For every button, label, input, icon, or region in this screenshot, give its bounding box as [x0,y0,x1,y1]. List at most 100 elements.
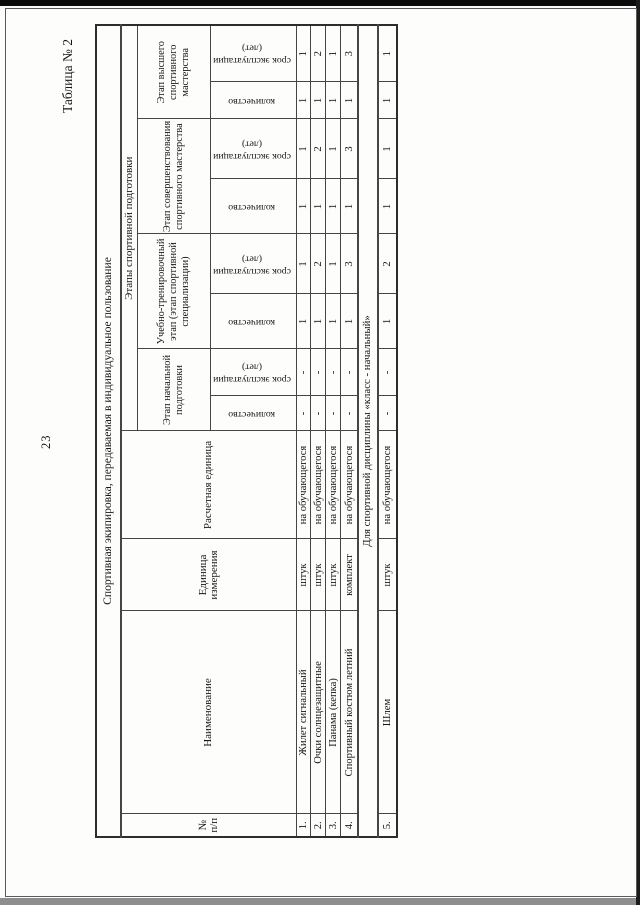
term-header: срок эксплуатации (лет) [210,24,297,82]
col-header-calc-unit: Расчетная единица [121,431,297,539]
value-cell: 1 [310,82,326,119]
value-cell: 1 [296,234,311,294]
value-cell: 1 [296,294,311,349]
value-cell: 1 [296,24,311,82]
section-row: Для спортивной дисциплины «класс - начал… [358,24,379,837]
row-name-cell: Шлем [378,611,398,814]
value-cell: 2 [310,119,326,179]
value-cell: 1 [296,119,311,179]
col-header-name: Наименование [121,611,297,814]
value-cell: - [340,396,359,431]
row-calc-unit-cell: на обучающегося [378,431,398,539]
row-calc-unit-cell: на обучающегося [310,431,326,539]
row-unit-cell: штук [296,539,311,611]
qty-header: количество [210,82,297,119]
table-row: 3. Панама (кепка) штук на обучающегося -… [325,24,341,837]
row-calc-unit-cell: на обучающегося [340,431,359,539]
qty-header: количество [210,396,297,431]
table-caption: Таблица № 2 [60,39,75,113]
row-num-cell: 1. [296,814,311,837]
stages-title-cell: Этапы спортивной подготовки [121,24,138,431]
row-name-cell: Очки солнцезащитные [310,611,326,814]
page-number: 23 [39,434,53,450]
value-cell: - [296,396,311,431]
term-header: срок эксплуатации (лет) [210,349,297,396]
row-num-cell: 3. [325,814,341,837]
value-cell: - [378,396,398,431]
section-row-label: Для спортивной дисциплины «класс - начал… [358,24,379,837]
value-cell: - [310,349,326,396]
value-cell: 1 [378,24,398,82]
row-num-cell: 5. [378,814,398,837]
qty-header-label: количество [228,316,276,328]
value-cell: 2 [310,24,326,82]
value-cell: 1 [325,119,341,179]
stage-header-highest: Этап высшего спортивного мастерства [137,24,211,119]
row-unit-cell: штук [378,539,398,611]
term-header-label: срок эксплуатации (лет) [213,253,291,277]
row-unit-cell: штук [310,539,326,611]
term-header: срок эксплуатации (лет) [210,119,297,179]
value-cell: 3 [340,234,359,294]
value-cell: - [378,349,398,396]
stage-header-improvement: Этап совершенствования спортивного масте… [137,119,211,234]
value-cell: 3 [340,119,359,179]
qty-header-label: количество [228,95,276,107]
row-unit-cell: комплект [340,539,359,611]
table-row: 4. Спортивный костюм летний комплект на … [340,24,359,837]
col-header-num: № п/п [121,814,297,837]
term-header-label: срок эксплуатации (лет) [213,138,291,162]
value-cell: 1 [378,179,398,234]
qty-header: количество [210,294,297,349]
value-cell: 1 [325,82,341,119]
value-cell: 3 [340,24,359,82]
row-num-cell: 2. [310,814,326,837]
col-header-unit: Единица измерения [121,539,297,611]
value-cell: 1 [296,82,311,119]
value-cell: 1 [340,294,359,349]
header-row-top: № п/п Наименование Единица измерения Рас… [121,24,297,837]
value-cell: - [325,349,341,396]
value-cell: - [296,349,311,396]
table-row: 1. Жилет сигнальный штук на обучающегося… [296,24,311,837]
value-cell: 1 [340,82,359,119]
row-name-cell: Панама (кепка) [325,611,341,814]
value-cell: 1 [310,179,326,234]
value-cell: 1 [325,294,341,349]
value-cell: - [325,396,341,431]
value-cell: 1 [378,119,398,179]
qty-header-label: количество [228,201,276,213]
value-cell: 2 [378,234,398,294]
stage-header-initial: Этап начальной подготовки [137,349,211,431]
term-header-label: срок эксплуатации (лет) [213,42,291,67]
value-cell: 1 [378,82,398,119]
table-row: 2. Очки солнцезащитные штук на обучающег… [310,24,326,837]
qty-header-label: количество [228,408,276,420]
value-cell: 1 [340,179,359,234]
row-calc-unit-cell: на обучающегося [296,431,311,539]
value-cell: 1 [296,179,311,234]
value-cell: - [340,349,359,396]
value-cell: 1 [325,179,341,234]
row-name-cell: Спортивный костюм летний [340,611,359,814]
row-calc-unit-cell: на обучающегося [325,431,341,539]
value-cell: - [310,396,326,431]
row-num-cell: 4. [340,814,359,837]
qty-header: количество [210,179,297,234]
term-header-label: срок эксплуатации (лет) [213,361,291,386]
row-name-cell: Жилет сигнальный [296,611,311,814]
table-row: 5. Шлем штук на обучающегося - - 1 2 1 1… [378,24,398,837]
value-cell: 1 [378,294,398,349]
table-title-row: Спортивная экипировка, передаваемая в ин… [96,24,121,837]
equipment-table: Спортивная экипировка, передаваемая в ин… [95,23,399,838]
value-cell: 2 [310,234,326,294]
table-title: Спортивная экипировка, передаваемая в ин… [96,24,121,837]
scan-edge-top [0,0,640,6]
stage-header-training: Учебно-тренировочный этап (этап спортивн… [137,234,211,349]
scan-edge-bottom [0,898,640,905]
value-cell: 1 [325,234,341,294]
value-cell: 1 [325,24,341,82]
value-cell: 1 [310,294,326,349]
